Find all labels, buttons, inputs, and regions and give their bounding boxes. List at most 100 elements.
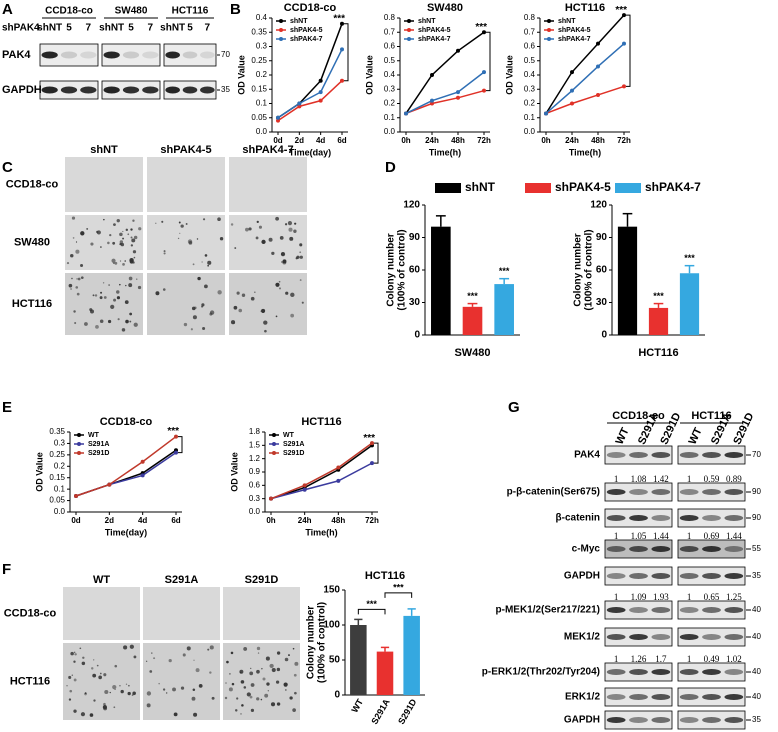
blot-band (200, 86, 215, 94)
colony (145, 660, 148, 662)
x-tick-label: 0h (266, 516, 275, 525)
significance-label: *** (475, 22, 487, 33)
colony (287, 221, 293, 226)
blot-band (629, 607, 648, 613)
row-label: GAPDH (564, 571, 600, 582)
colony (99, 319, 104, 324)
lane-label: shNT (160, 23, 185, 34)
colony (112, 241, 116, 245)
x-tick-label: 2d (295, 136, 304, 145)
colony (113, 706, 116, 709)
row-label: CCD18-co (6, 178, 59, 190)
colony (240, 713, 242, 715)
colony (234, 247, 237, 250)
significance-label: *** (167, 426, 179, 437)
column-label: shPAK4-7 (242, 144, 293, 156)
quantification: 1 (614, 474, 619, 484)
colony (132, 219, 135, 222)
series-line (277, 80, 343, 122)
colony (133, 256, 136, 259)
quantification: 1.08 (631, 474, 647, 484)
blot-band (724, 634, 744, 640)
colony (193, 659, 195, 661)
data-point (340, 78, 344, 83)
colony (290, 292, 295, 298)
colony (73, 678, 77, 682)
colony (151, 652, 153, 654)
colony (92, 294, 95, 297)
colony (294, 661, 299, 666)
colony (122, 262, 125, 266)
y-axis-label: Colony number (306, 606, 317, 679)
x-tick-label: 24h (298, 516, 312, 525)
legend-label: shNT (418, 18, 436, 25)
x-tick-label: 4d (316, 136, 325, 145)
data-point (336, 478, 341, 483)
x-axis-label: SW480 (454, 347, 490, 359)
quantification: 1.09 (631, 592, 647, 602)
colony (294, 691, 297, 695)
y-axis-label: (100% of control) (317, 602, 328, 683)
data-point (482, 70, 486, 75)
colony (257, 652, 260, 654)
quantification: 1 (614, 592, 619, 602)
size-marker: 40 (752, 667, 761, 676)
blot-band (41, 86, 58, 94)
colony (219, 237, 224, 241)
colony (204, 284, 208, 289)
legend-label: WT (88, 432, 100, 439)
data-point (570, 70, 574, 75)
colony (128, 283, 133, 288)
blot-box (677, 627, 746, 647)
colony (116, 290, 120, 294)
colony (75, 286, 79, 289)
colony (284, 657, 289, 662)
legend-label: shPAK4-5 (555, 180, 611, 194)
y-tick-label: 120 (403, 200, 420, 211)
x-tick-label: 24h (425, 136, 439, 145)
data-point (318, 90, 323, 95)
bar (431, 226, 451, 335)
colony (209, 671, 212, 674)
blot-box (604, 710, 673, 730)
quantification: 1 (687, 592, 692, 602)
colony (267, 690, 269, 692)
blot-box (39, 43, 99, 67)
colony (261, 667, 263, 670)
colony (125, 284, 127, 287)
data-point (622, 84, 626, 89)
blot-band (679, 489, 699, 495)
colony (194, 306, 197, 310)
colony (276, 651, 281, 655)
y-tick-label: 0.0 (384, 127, 396, 136)
lane-label: 5 (187, 23, 193, 34)
panel-label: A (2, 1, 13, 18)
colony (285, 291, 289, 295)
colony (125, 228, 129, 232)
y-tick-label: 0.2 (524, 99, 536, 108)
colony-image (147, 157, 225, 212)
colony (100, 291, 103, 294)
x-tick-label: 24h (565, 136, 579, 145)
colony (72, 237, 75, 239)
data-point (276, 118, 280, 123)
colony (95, 324, 99, 329)
colony (133, 322, 138, 327)
colony (207, 264, 209, 267)
significance-label: *** (366, 599, 377, 609)
colony (250, 667, 252, 670)
data-point (544, 111, 548, 116)
x-tick-label: 48h (331, 516, 345, 525)
blot-band (724, 452, 744, 458)
data-point (596, 41, 600, 46)
data-point (297, 101, 302, 106)
colony (241, 704, 244, 707)
colony (80, 276, 84, 280)
x-tick-label: WT (349, 697, 365, 715)
blot-band (142, 51, 159, 59)
colony (131, 238, 136, 243)
data-point (302, 483, 307, 488)
blot-band (606, 717, 626, 723)
blot-band (606, 694, 626, 700)
row-label: GAPDH (564, 715, 600, 726)
